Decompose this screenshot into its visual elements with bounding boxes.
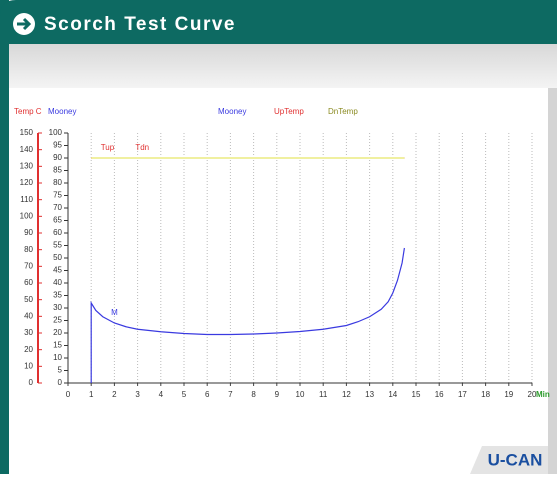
- y-tick-label: 55: [53, 241, 62, 250]
- y2-axis-label: Temp C: [14, 107, 42, 116]
- y-tick-label: 35: [53, 291, 62, 300]
- x-tick-label: 16: [435, 390, 444, 399]
- x-tick-label: 5: [182, 390, 187, 399]
- y-tick-label: 15: [53, 341, 62, 350]
- y2-tick-label: 110: [20, 195, 33, 204]
- y-tick-label: 85: [53, 166, 62, 175]
- y-tick-label: 5: [58, 366, 63, 375]
- y-tick-label: 0: [58, 378, 63, 387]
- x-axis-label: Min: [536, 390, 550, 399]
- x-tick-label: 20: [528, 390, 537, 399]
- y2-tick-label: 30: [24, 328, 33, 337]
- y-tick-label: 40: [53, 278, 62, 287]
- x-tick-label: 19: [504, 390, 513, 399]
- x-tick-label: 10: [296, 390, 305, 399]
- y2-tick-label: 140: [20, 145, 34, 154]
- y-tick-label: 10: [53, 353, 62, 362]
- x-tick-label: 2: [112, 390, 117, 399]
- y2-tick-label: 40: [24, 311, 33, 320]
- y-tick-label: 60: [53, 228, 62, 237]
- y-tick-label: 80: [53, 178, 62, 187]
- y-tick-label: 25: [53, 316, 62, 325]
- legend-entry: Mooney: [218, 107, 246, 116]
- y-tick-label: 50: [53, 253, 62, 262]
- y-tick-label: 95: [53, 141, 62, 150]
- y2-tick-label: 100: [20, 211, 34, 220]
- y-tick-label: 100: [49, 128, 63, 137]
- legend-entry: DnTemp: [328, 107, 358, 116]
- x-tick-label: 18: [481, 390, 490, 399]
- y-tick-label: 20: [53, 328, 62, 337]
- series-line: [90, 247, 405, 383]
- x-tick-label: 0: [66, 390, 71, 399]
- y2-tick-label: 60: [24, 278, 33, 287]
- y2-tick-label: 0: [29, 378, 34, 387]
- header-arrow: [17, 17, 32, 31]
- annotation: M: [111, 308, 118, 317]
- right-strip: [548, 88, 557, 474]
- logo: U-CAN: [488, 450, 543, 469]
- x-tick-label: 14: [388, 390, 397, 399]
- y2-tick-label: 10: [24, 361, 33, 370]
- y2-tick-label: 150: [20, 128, 34, 137]
- y2-tick-label: 20: [24, 345, 33, 354]
- x-tick-label: 13: [365, 390, 374, 399]
- x-tick-label: 3: [135, 390, 140, 399]
- sub-band: [9, 44, 557, 88]
- x-tick-label: 12: [342, 390, 351, 399]
- y-tick-label: 75: [53, 191, 62, 200]
- y2-tick-label: 130: [20, 161, 34, 170]
- x-tick-label: 11: [319, 390, 328, 399]
- y-tick-label: 70: [53, 203, 62, 212]
- y2-tick-label: 120: [20, 178, 34, 187]
- y2-tick-label: 70: [24, 261, 33, 270]
- left-strip: [0, 0, 9, 474]
- x-tick-label: 7: [228, 390, 233, 399]
- x-tick-label: 1: [89, 390, 94, 399]
- y2-tick-label: 80: [24, 245, 33, 254]
- y-axis-label: Mooney: [48, 107, 76, 116]
- header-bar: [0, 0, 557, 44]
- x-tick-label: 6: [205, 390, 210, 399]
- y2-tick-label: 50: [24, 295, 33, 304]
- header-title: Scorch Test Curve: [44, 14, 236, 35]
- y-tick-label: 65: [53, 216, 62, 225]
- legend-entry: UpTemp: [274, 107, 304, 116]
- annotation: Tdn: [135, 143, 149, 152]
- y-tick-label: 30: [53, 303, 62, 312]
- annotation: Tup: [101, 143, 115, 152]
- y2-tick-label: 90: [24, 228, 33, 237]
- y-tick-label: 45: [53, 266, 62, 275]
- x-tick-label: 9: [275, 390, 280, 399]
- y-tick-label: 90: [53, 153, 62, 162]
- x-tick-label: 4: [159, 390, 164, 399]
- x-tick-label: 17: [458, 390, 467, 399]
- x-tick-label: 8: [251, 390, 256, 399]
- logo-tab: [470, 446, 548, 474]
- x-tick-label: 15: [412, 390, 421, 399]
